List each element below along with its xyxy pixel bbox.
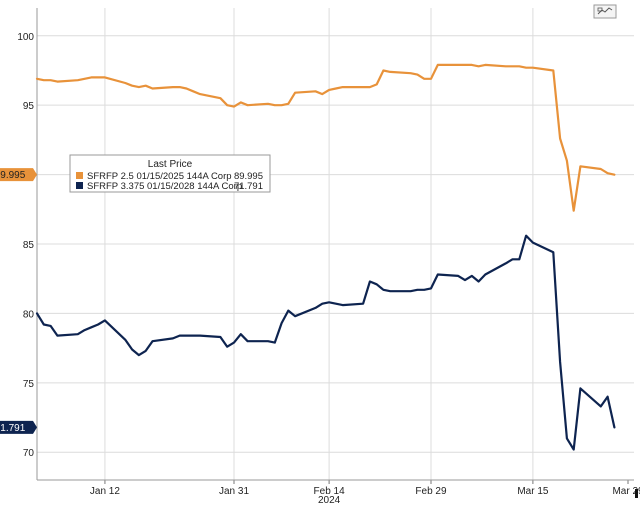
y-tick-label: 70	[23, 448, 35, 459]
chart-settings-icon[interactable]	[593, 4, 617, 19]
last-value-tag-label-2: 71.791	[0, 423, 26, 434]
x-tick-label: Jan 31	[219, 486, 249, 497]
legend-entry-1-name: SFRFP 2.5 01/15/2025 144A Corp	[87, 171, 232, 182]
y-tick-label: 85	[23, 240, 35, 251]
legend: Last Price SFRFP 2.5 01/15/2025 144A Cor…	[69, 154, 271, 193]
y-tick-label: 75	[23, 379, 35, 390]
legend-frame	[69, 154, 271, 193]
y-tick-label: 95	[23, 101, 35, 112]
legend-entry-2-value: 71.791	[234, 181, 263, 192]
x-tick-label: Jan 12	[90, 486, 120, 497]
last-value-tag-label-1: 89.995	[0, 170, 26, 181]
series-line-1	[35, 63, 616, 212]
legend-entry-2-name: SFRFP 3.375 01/15/2028 144A Corp	[87, 181, 242, 192]
legend-swatch-2	[76, 182, 83, 189]
legend-title: Last Price	[148, 159, 193, 170]
axes	[36, 8, 634, 484]
corner-marker	[635, 489, 638, 498]
series-line-2	[35, 234, 616, 451]
last-value-tag-1	[0, 168, 37, 182]
x-tick-label: Mar 29	[612, 486, 640, 497]
legend-swatch-1	[76, 172, 83, 179]
x-year-label: 2024	[318, 495, 341, 505]
x-tick-label: Feb 29	[415, 486, 447, 497]
series-lines	[35, 63, 616, 451]
x-tick-label: Feb 14	[314, 486, 346, 497]
last-value-tag-2	[0, 420, 37, 434]
y-tick-label: 80	[23, 309, 35, 320]
y-tick-label: 100	[17, 32, 34, 43]
x-tick-label: Mar 15	[517, 486, 549, 497]
last-value-tags: 89.995 71.791	[0, 168, 37, 434]
grid-lines	[37, 8, 634, 480]
legend-entry-1-value: 89.995	[234, 171, 263, 182]
